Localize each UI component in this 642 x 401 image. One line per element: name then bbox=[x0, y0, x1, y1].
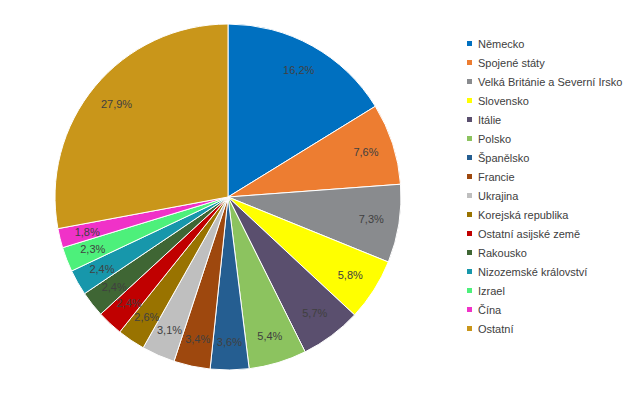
svg-text:7,6%: 7,6% bbox=[353, 146, 378, 158]
svg-text:Čína: Čína bbox=[478, 304, 502, 316]
svg-text:Velká Británie a Severní Irsko: Velká Británie a Severní Irsko bbox=[478, 76, 622, 88]
svg-text:16,2%: 16,2% bbox=[283, 64, 314, 76]
svg-text:5,7%: 5,7% bbox=[302, 307, 327, 319]
svg-text:Korejská republika: Korejská republika bbox=[478, 209, 569, 221]
svg-text:3,6%: 3,6% bbox=[217, 336, 242, 348]
svg-text:Nizozemské království: Nizozemské království bbox=[478, 266, 587, 278]
svg-text:Ostatní: Ostatní bbox=[478, 323, 513, 335]
svg-text:2,6%: 2,6% bbox=[134, 311, 159, 323]
svg-text:Izrael: Izrael bbox=[478, 285, 505, 297]
svg-text:Ukrajina: Ukrajina bbox=[478, 190, 519, 202]
svg-text:Polsko: Polsko bbox=[478, 133, 511, 145]
svg-text:2,4%: 2,4% bbox=[89, 263, 114, 275]
svg-text:3,4%: 3,4% bbox=[185, 333, 210, 345]
svg-text:Spojené státy: Spojené státy bbox=[478, 57, 545, 69]
svg-text:Slovensko: Slovensko bbox=[478, 95, 529, 107]
svg-text:7,3%: 7,3% bbox=[359, 213, 384, 225]
svg-text:Francie: Francie bbox=[478, 171, 515, 183]
svg-text:27,9%: 27,9% bbox=[101, 98, 132, 110]
svg-text:Španělsko: Španělsko bbox=[478, 152, 529, 164]
svg-text:2,4%: 2,4% bbox=[102, 281, 127, 293]
svg-text:Rakousko: Rakousko bbox=[478, 247, 527, 259]
svg-text:Ostatní asijské země: Ostatní asijské země bbox=[478, 228, 580, 240]
svg-text:2,3%: 2,3% bbox=[80, 243, 105, 255]
svg-text:Německo: Německo bbox=[478, 38, 524, 50]
svg-text:5,8%: 5,8% bbox=[338, 269, 363, 281]
svg-text:Itálie: Itálie bbox=[478, 114, 501, 126]
svg-text:5,4%: 5,4% bbox=[257, 330, 282, 342]
svg-text:1,8%: 1,8% bbox=[75, 226, 100, 238]
svg-text:2,4%: 2,4% bbox=[116, 297, 141, 309]
svg-text:3,1%: 3,1% bbox=[157, 324, 182, 336]
